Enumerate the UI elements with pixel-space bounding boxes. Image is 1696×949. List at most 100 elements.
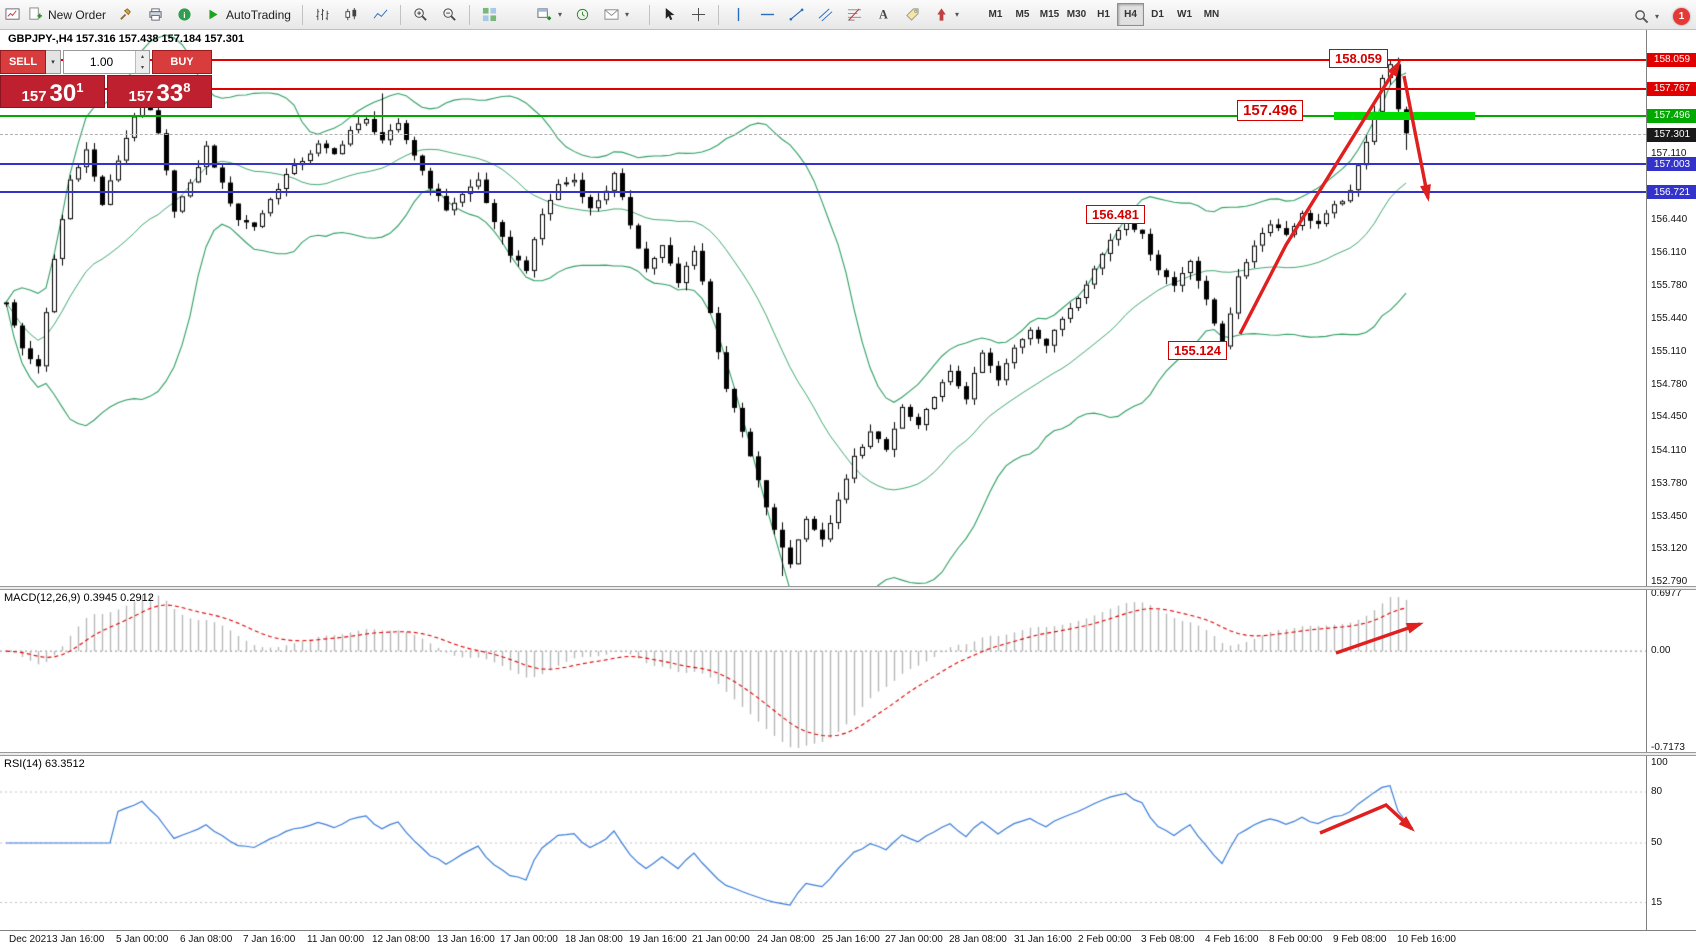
toolbar-separator (399, 4, 401, 25)
channel-icon (817, 6, 834, 23)
info-button[interactable]: i (170, 3, 199, 27)
crosshair-button[interactable] (684, 3, 713, 27)
price-axis-label: 156.440 (1651, 214, 1688, 226)
printer-icon (147, 6, 164, 23)
time-axis-label: 13 Jan 16:00 (437, 934, 495, 945)
price-axis-badge: 157.496 (1647, 108, 1696, 123)
candlestick-chart-button[interactable] (337, 3, 366, 27)
time-axis-label: 4 Feb 16:00 (1205, 934, 1259, 945)
macd-axis-label: 0.6977 (1651, 588, 1682, 599)
resistance-line-157767[interactable] (0, 87, 1646, 90)
time-axis-label: 9 Feb 08:00 (1333, 934, 1387, 945)
time-axis-label: 17 Jan 00:00 (500, 934, 558, 945)
timeframe-m30-button[interactable]: M30 (1066, 9, 1087, 20)
autotrading-play-icon (205, 6, 222, 23)
time-axis-label: Dec 2021 (9, 934, 52, 945)
bid-price-line[interactable] (0, 133, 1646, 135)
bid-price-sup: 1 (76, 80, 84, 95)
timeframe-m5-button[interactable]: M5 (1015, 9, 1030, 20)
timeframe-w1-button[interactable]: W1 (1177, 9, 1192, 20)
horizontal-line-button[interactable] (753, 3, 782, 27)
cursor-icon (661, 6, 678, 23)
svg-text:A: A (879, 8, 888, 22)
order-type-dropdown[interactable]: ▾ (46, 50, 61, 74)
price-axis-label: 155.780 (1651, 279, 1688, 291)
new-order-label: New Order (48, 7, 107, 22)
spinner-up-icon[interactable]: ▴ (136, 51, 149, 62)
toolbar-separator (717, 4, 719, 25)
chart-window-icon[interactable] (4, 6, 21, 23)
zoom-out-icon (441, 6, 458, 23)
price-callout-157496[interactable]: 157.496 (1237, 100, 1304, 121)
volume-field-wrap: ▴ ▾ (63, 50, 150, 74)
fibonacci-button[interactable] (840, 3, 869, 27)
timeframe-mn-button[interactable]: MN (1203, 9, 1220, 20)
channel-button[interactable] (811, 3, 840, 27)
timeframe-m15-button[interactable]: M15 (1039, 9, 1060, 20)
vertical-line-icon (730, 6, 747, 23)
reports-button[interactable] (141, 3, 170, 27)
time-axis-label: 6 Jan 08:00 (180, 934, 233, 945)
timeframe-h4-button[interactable]: H4 (1117, 3, 1144, 26)
support-line-157496[interactable] (0, 114, 1646, 117)
cursor-button[interactable] (655, 3, 684, 27)
auto-refresh-button[interactable] (568, 3, 597, 27)
time-axis[interactable]: Dec 2021 3 Jan 16:00 5 Jan 00:00 6 Jan 08:0… (0, 930, 1696, 949)
time-axis-label: 7 Jan 16:00 (243, 934, 296, 945)
time-axis-label: 31 Jan 16:00 (1014, 934, 1072, 945)
sell-button[interactable]: SELL (0, 50, 46, 74)
support-line-156721[interactable] (0, 191, 1646, 194)
buy-button[interactable]: BUY (152, 50, 212, 74)
toolbar-separator (468, 4, 470, 25)
price-axis-label: 152.790 (1651, 576, 1688, 587)
shapes-arrows-button[interactable]: ▾ (927, 3, 965, 27)
autotrading-label: AutoTrading (226, 7, 291, 22)
macd-panel-canvas[interactable] (0, 590, 1646, 752)
tile-windows-button[interactable] (475, 3, 504, 27)
volume-spinner: ▴ ▾ (135, 51, 149, 73)
zoom-in-button[interactable] (406, 3, 435, 27)
fibonacci-icon (846, 6, 863, 23)
time-axis-label: 24 Jan 08:00 (757, 934, 815, 945)
tools-button[interactable] (112, 3, 141, 27)
price-axis[interactable]: 157.110 156.440 156.110 155.780 155.440 155.1… (1646, 30, 1696, 930)
support-line-157003[interactable] (0, 163, 1646, 166)
alerts-button[interactable]: ▾ (597, 3, 635, 27)
label-tool-button[interactable] (898, 3, 927, 27)
trendline-icon (788, 6, 805, 23)
timeframe-h1-button[interactable]: H1 (1097, 9, 1110, 20)
time-axis-label: 28 Jan 08:00 (949, 934, 1007, 945)
spinner-down-icon[interactable]: ▾ (136, 62, 149, 73)
search-button[interactable]: ▾ (1627, 4, 1665, 28)
panel-splitter-macd[interactable] (0, 586, 1696, 590)
bar-chart-button[interactable] (308, 3, 337, 27)
ask-price-big: 33 (156, 79, 184, 107)
zoom-out-button[interactable] (435, 3, 464, 27)
line-chart-button[interactable] (366, 3, 395, 27)
rsi-panel-canvas[interactable] (0, 756, 1646, 930)
vertical-line-button[interactable] (724, 3, 753, 27)
timeframe-m1-button[interactable]: M1 (988, 9, 1003, 20)
green-highlight-zone[interactable] (1334, 111, 1475, 120)
ohlc-readout: GBPJPY-,H4 157.316 157.438 157.184 157.3… (8, 33, 245, 45)
volume-input[interactable] (64, 51, 149, 73)
main-toolbar: New Order i AutoTrading (0, 0, 1696, 30)
trendline-button[interactable] (782, 3, 811, 27)
timeframe-d1-button[interactable]: D1 (1151, 9, 1164, 20)
resistance-line-158059[interactable] (0, 58, 1646, 61)
autotrading-button[interactable]: AutoTrading (199, 3, 297, 27)
toolbar-separator (301, 4, 303, 25)
new-order-button[interactable]: New Order (21, 3, 112, 27)
bid-price-box[interactable]: 157 30 1 (0, 75, 105, 108)
price-callout-158059[interactable]: 158.059 (1329, 49, 1388, 68)
panel-splitter-rsi[interactable] (0, 752, 1696, 756)
price-callout-156481[interactable]: 156.481 (1086, 205, 1145, 224)
price-axis-label: 156.110 (1651, 246, 1687, 258)
candles-icon (343, 6, 360, 23)
price-callout-155124[interactable]: 155.124 (1168, 341, 1227, 360)
ask-price-box[interactable]: 157 33 8 (107, 75, 212, 108)
rsi-axis-label: 100 (1651, 757, 1668, 768)
text-tool-button[interactable]: A (869, 3, 898, 27)
new-chart-button[interactable]: ▾ (530, 3, 568, 27)
notification-badge[interactable]: 1 (1673, 7, 1690, 25)
